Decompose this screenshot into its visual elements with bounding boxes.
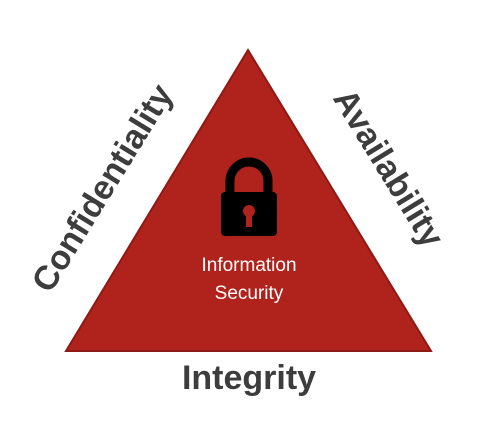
padlock-icon	[221, 157, 277, 236]
integrity-label: Integrity	[182, 359, 316, 397]
center-label-line2: Security	[215, 283, 284, 304]
center-label-line1: Information	[201, 255, 296, 276]
